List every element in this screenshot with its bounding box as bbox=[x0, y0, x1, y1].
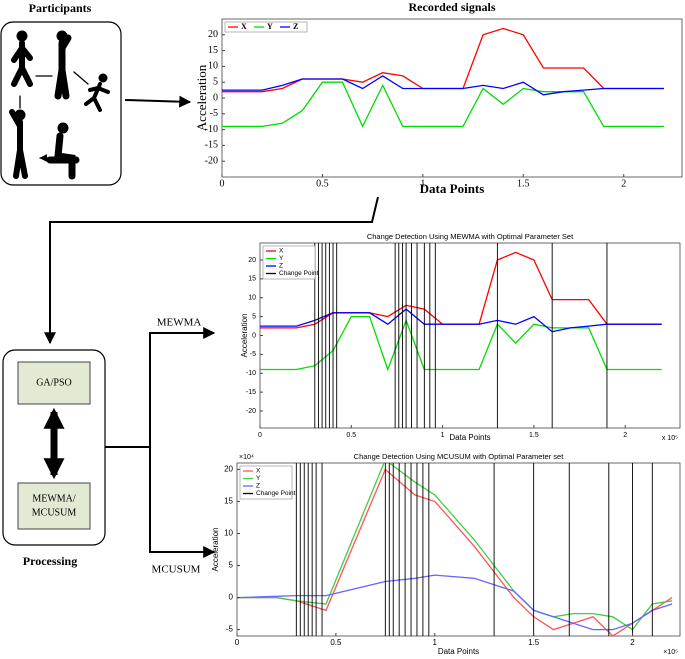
y-exponent: ×10⁴ bbox=[239, 454, 254, 461]
x-tick-label: 0.5 bbox=[330, 638, 342, 647]
y-tick-label: -5 bbox=[226, 625, 234, 634]
legend-label: Change Point bbox=[279, 270, 319, 277]
x-tick-label: 1 bbox=[433, 638, 438, 647]
series-line bbox=[260, 315, 662, 372]
arrow bbox=[149, 447, 216, 558]
arrow bbox=[149, 327, 216, 447]
y-tick-label: 15 bbox=[224, 497, 233, 506]
y-axis-label: Acceleration bbox=[240, 313, 249, 357]
x-axis-label: Data Points bbox=[449, 433, 490, 442]
x-tick-label: 2 bbox=[630, 638, 635, 647]
legend-label: X bbox=[241, 22, 247, 31]
y-tick-label: 15 bbox=[208, 45, 218, 56]
y-tick-label: -10 bbox=[205, 124, 218, 135]
y-tick-label: -15 bbox=[205, 140, 218, 151]
y-tick-label: 0 bbox=[252, 332, 256, 339]
processing-label: Processing bbox=[23, 554, 77, 568]
legend-label: Z bbox=[293, 22, 298, 31]
x-exponent: x 10⁵ bbox=[662, 435, 678, 442]
y-tick-label: 15 bbox=[248, 276, 256, 283]
y-tick-label: 5 bbox=[252, 313, 256, 320]
y-tick-label: 20 bbox=[208, 29, 218, 40]
series-line bbox=[222, 75, 664, 96]
x-tick-label: 1.5 bbox=[517, 178, 530, 189]
y-tick-label: 10 bbox=[208, 61, 218, 72]
y-axis-label: Acceleration bbox=[194, 64, 209, 131]
x-tick-label: 1.5 bbox=[529, 432, 539, 439]
x-tick-label: 1.5 bbox=[528, 638, 540, 647]
optimizer-box bbox=[17, 361, 91, 405]
x-tick-label: 1 bbox=[420, 178, 425, 189]
legend-label: Z bbox=[279, 263, 283, 270]
y-tick-label: -5 bbox=[250, 351, 256, 358]
y-tick-label: 20 bbox=[224, 465, 233, 474]
legend-label: Change Point bbox=[256, 490, 296, 497]
y-tick-label: 20 bbox=[248, 257, 256, 264]
y-tick-label: 10 bbox=[224, 529, 233, 538]
arrow bbox=[44, 196, 379, 345]
y-tick-label: 5 bbox=[229, 561, 234, 570]
branch-label: MEWMA bbox=[157, 317, 202, 329]
x-axis-label: Data Points bbox=[438, 647, 479, 656]
participants-label: Participants bbox=[29, 1, 92, 15]
legend-label: Y bbox=[279, 255, 284, 262]
y-tick-label: -20 bbox=[205, 155, 218, 166]
branch-label: MCUSUM bbox=[152, 564, 201, 576]
y-tick-label: -15 bbox=[246, 389, 256, 396]
x-exponent: ×10⁵ bbox=[663, 649, 678, 656]
x-tick-label: 2 bbox=[621, 178, 626, 189]
x-tick-label: 1 bbox=[441, 432, 445, 439]
y-axis-label: Acceleration bbox=[211, 527, 220, 571]
legend-label: X bbox=[279, 248, 284, 255]
detector-box bbox=[17, 482, 91, 530]
x-axis-label: Data Points bbox=[420, 181, 485, 196]
series-line bbox=[222, 81, 664, 128]
legend-label: X bbox=[256, 468, 261, 475]
x-tick-label: 0.5 bbox=[346, 432, 356, 439]
x-tick-label: 0 bbox=[235, 638, 240, 647]
plot-area bbox=[259, 242, 681, 429]
x-tick-label: 0.5 bbox=[316, 178, 329, 189]
legend-label: Z bbox=[256, 483, 260, 490]
y-tick-label: -10 bbox=[246, 370, 256, 377]
y-tick-label: 10 bbox=[248, 295, 256, 302]
participants-box bbox=[0, 21, 122, 186]
chart-title: Change Detection Using MCUSUM with Optim… bbox=[354, 452, 565, 461]
plot-area bbox=[221, 18, 683, 178]
chart-title: Change Detection Using MEWMA with Optima… bbox=[367, 232, 574, 241]
legend-label: Y bbox=[256, 475, 261, 482]
detector-label: MCUSUM bbox=[32, 507, 77, 518]
optimizer-label: GA/PSO bbox=[36, 377, 72, 388]
y-tick-label: 0 bbox=[229, 593, 234, 602]
y-tick-label: 0 bbox=[213, 92, 218, 103]
legend-box bbox=[224, 21, 308, 33]
participant-icons bbox=[9, 30, 110, 180]
chart-title: Recorded signals bbox=[409, 0, 496, 14]
detector-label: MEWMA/ bbox=[32, 493, 76, 504]
arrow bbox=[124, 95, 192, 108]
x-tick-label: 2 bbox=[623, 432, 627, 439]
y-tick-label: 5 bbox=[213, 76, 218, 87]
legend-label: Y bbox=[267, 22, 273, 31]
x-tick-label: 0 bbox=[258, 432, 262, 439]
x-tick-label: 0 bbox=[220, 178, 225, 189]
y-tick-label: -5 bbox=[210, 108, 218, 119]
y-tick-label: -20 bbox=[246, 408, 256, 415]
series-line bbox=[260, 308, 662, 333]
plot-area bbox=[236, 462, 681, 637]
